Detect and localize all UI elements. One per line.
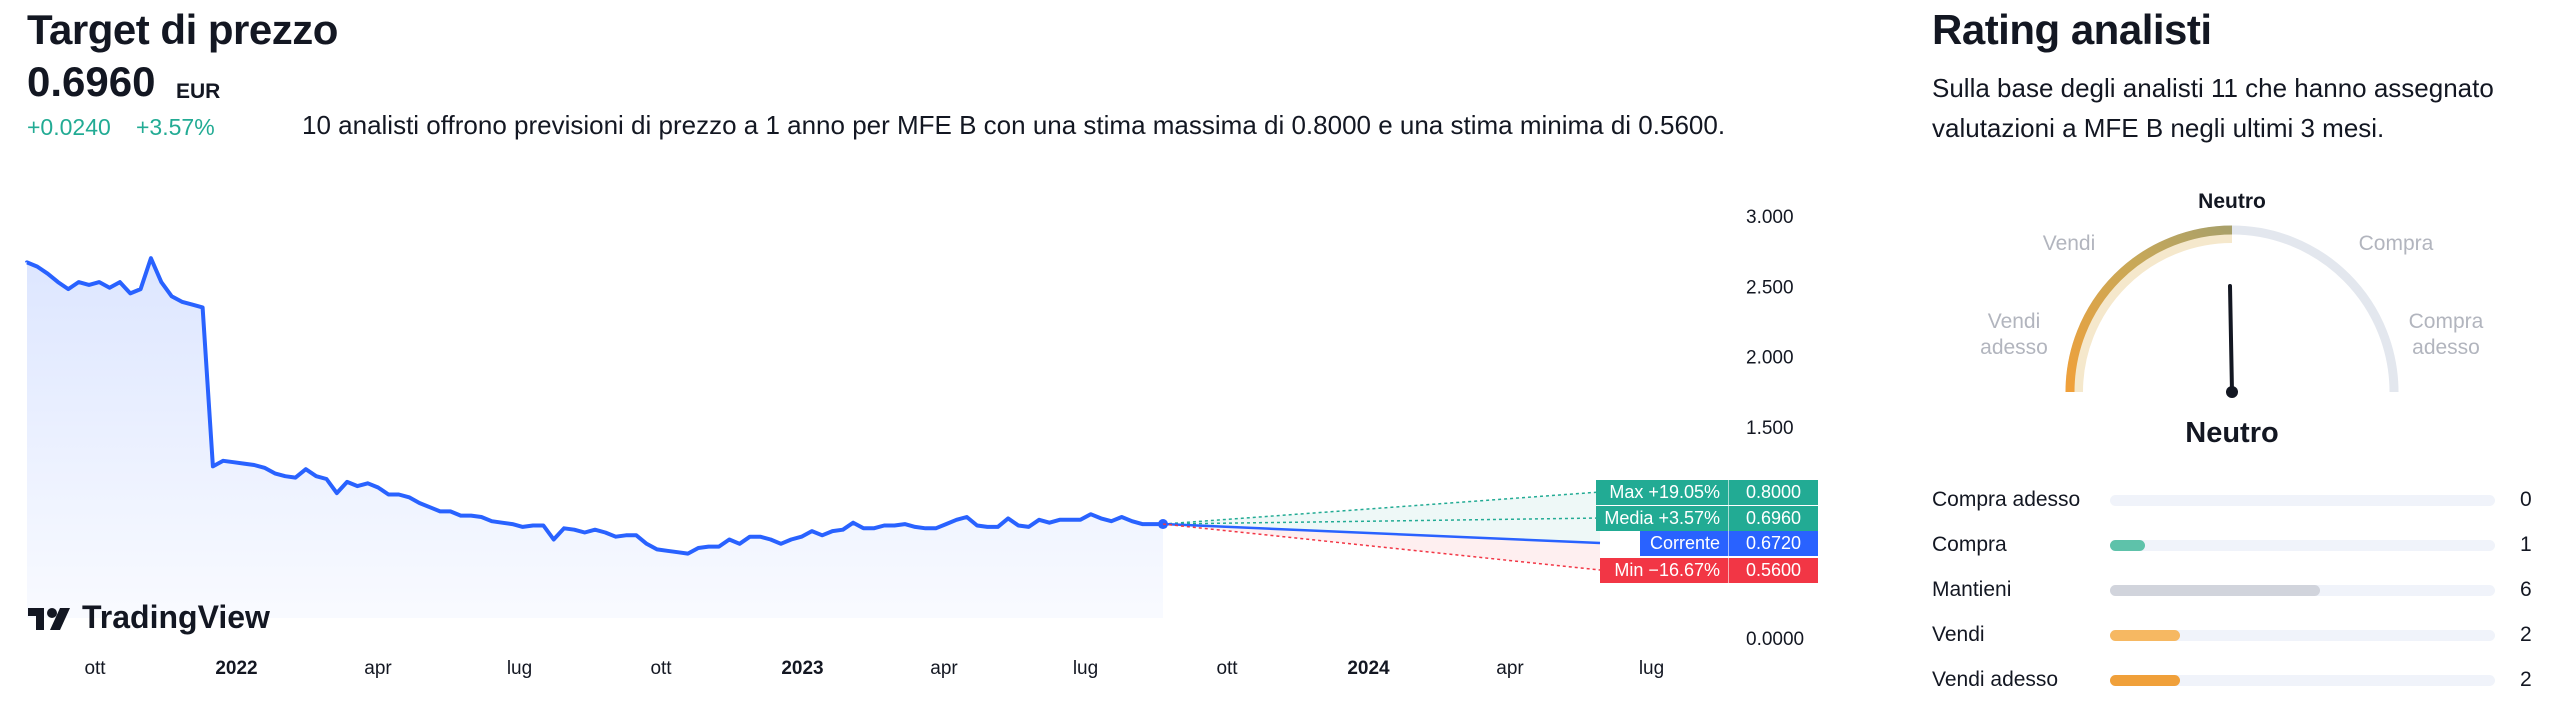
gauge-label-strong-buy-line1: Compra xyxy=(2409,310,2484,333)
x-tick-label: 2022 xyxy=(215,658,257,679)
x-tick-label: ott xyxy=(650,658,672,679)
tag-current-value: 0.6720 xyxy=(1728,531,1818,556)
price-chart[interactable]: 3.000 2.500 2.000 1.500 0.0000 ott 2022 apr lug… xyxy=(0,0,1830,702)
tag-min: Min −16.67% 0.5600 xyxy=(1596,558,1818,583)
x-tick-label: ott xyxy=(84,658,106,679)
forecast-line-mean xyxy=(1162,517,1601,525)
y-tick-label: 3.000 xyxy=(1746,207,1794,228)
gauge-label-strong-sell-line1: Vendi xyxy=(1988,310,2041,333)
rating-row-count: 2 xyxy=(2520,623,2532,646)
forecast-line-max xyxy=(1162,491,1601,525)
rating-row-bar-track xyxy=(2110,675,2495,686)
x-tick-label: 2023 xyxy=(781,658,823,679)
tag-mean-value: 0.6960 xyxy=(1728,506,1818,531)
tag-max: Max +19.05% 0.8000 xyxy=(1596,480,1818,505)
tradingview-logo[interactable]: TradingView xyxy=(28,599,270,635)
tag-max-value: 0.8000 xyxy=(1728,480,1818,505)
rating-row-count: 1 xyxy=(2520,533,2532,556)
rating-row-bar-track xyxy=(2110,630,2495,641)
rating-row-label: Vendi adesso xyxy=(1932,668,2059,691)
gauge-needle xyxy=(2228,284,2234,394)
rating-row-count: 2 xyxy=(2520,668,2532,691)
tag-max-label: Max +19.05% xyxy=(1596,480,1728,505)
gauge-label-sell: Vendi xyxy=(2043,232,2096,255)
tag-mean: Media +3.57% 0.6960 xyxy=(1596,506,1818,531)
rating-row-bar-fill xyxy=(2110,540,2145,551)
rating-title: Rating analisti xyxy=(1932,6,2212,53)
forecast-fan-up xyxy=(1163,492,1600,543)
rating-row-count: 0 xyxy=(2520,488,2532,511)
gauge-label-buy: Compra xyxy=(2359,232,2434,255)
rating-row-bar-fill xyxy=(2110,675,2180,686)
tag-current: Corrente 0.6720 xyxy=(1596,531,1818,556)
gauge-fill xyxy=(2065,225,2233,393)
rating-gauge: Neutro Vendi Compra Vendi adesso Compra … xyxy=(1980,190,2484,449)
target-title: Target di prezzo xyxy=(27,6,338,53)
rating-row-label: Vendi xyxy=(1932,623,1985,646)
x-tick-label: lug xyxy=(507,658,532,679)
x-tick-label: apr xyxy=(364,658,392,679)
rating-row-bar-fill xyxy=(2110,630,2180,641)
forecast-line-current xyxy=(1162,522,1601,545)
tag-min-label: Min −16.67% xyxy=(1600,558,1728,583)
rating-row-label: Mantieni xyxy=(1932,578,2012,601)
rating-row-bar-track xyxy=(2110,495,2495,506)
change-pct: +3.57% xyxy=(136,114,215,140)
x-tick-label: lug xyxy=(1639,658,1664,679)
gauge-result: Neutro xyxy=(2185,417,2278,449)
y-tick-label: 1.500 xyxy=(1746,418,1794,439)
gauge-label-strong-buy-line2: adesso xyxy=(2412,336,2480,359)
x-tick-label: ott xyxy=(1216,658,1238,679)
tag-current-label: Corrente xyxy=(1640,531,1728,556)
target-price: 0.6960 xyxy=(27,58,156,105)
y-tick-label: 0.0000 xyxy=(1746,629,1804,650)
price-line xyxy=(25,256,1163,556)
x-tick-label: 2024 xyxy=(1347,658,1390,679)
tradingview-logo-text: TradingView xyxy=(82,599,270,635)
rating-description: Sulla base degli analisti 11 che hanno a… xyxy=(1932,73,2494,143)
gauge-label-neutral: Neutro xyxy=(2198,190,2266,213)
tag-min-value: 0.5600 xyxy=(1728,558,1818,583)
forecast-line-min xyxy=(1162,523,1601,571)
rating-row-bar-fill xyxy=(2110,585,2320,596)
rating-row-label: Compra xyxy=(1932,533,2007,556)
rating-row-label: Compra adesso xyxy=(1932,488,2081,511)
rating-row-count: 6 xyxy=(2520,578,2532,601)
gauge-fill-light xyxy=(2073,233,2233,393)
x-tick-label: apr xyxy=(1496,658,1524,679)
rating-row-bar-track xyxy=(2110,585,2495,596)
x-tick-label: apr xyxy=(930,658,958,679)
y-tick-label: 2.000 xyxy=(1746,348,1794,369)
x-tick-label: lug xyxy=(1073,658,1098,679)
price-area-fill xyxy=(27,258,1163,618)
gauge-label-strong-sell-line2: adesso xyxy=(1980,336,2048,359)
tradingview-logo-icon xyxy=(28,608,70,630)
tag-mean-label: Media +3.57% xyxy=(1596,506,1728,531)
y-tick-label: 2.500 xyxy=(1746,277,1794,298)
gauge-needle-pivot xyxy=(2226,386,2238,398)
rating-row-bar-track xyxy=(2110,540,2495,551)
forecast-description: 10 analisti offrono previsioni di prezzo… xyxy=(302,110,1726,140)
target-currency: EUR xyxy=(176,80,221,103)
change-abs: +0.0240 xyxy=(27,114,111,140)
